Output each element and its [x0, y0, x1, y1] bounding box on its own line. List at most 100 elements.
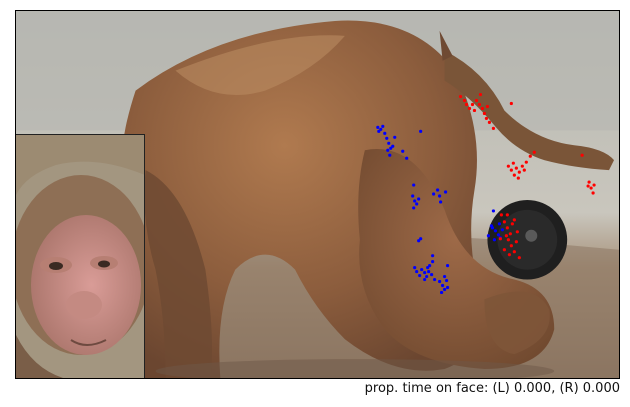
left-gaze-point — [439, 290, 444, 295]
left-gaze-point — [417, 239, 421, 243]
left-gaze-point — [411, 194, 415, 198]
left-gaze-point — [443, 190, 448, 194]
left-gaze-point — [442, 274, 447, 279]
right-gaze-point — [498, 237, 502, 241]
left-gaze-point — [445, 285, 450, 290]
left-gaze-point — [486, 234, 491, 238]
right-gaze-point — [474, 98, 479, 103]
left-gaze-point — [377, 129, 381, 133]
right-gaze-point — [472, 108, 477, 113]
left-gaze-point — [444, 278, 449, 283]
right-gaze-point — [511, 161, 515, 165]
left-gaze-point — [427, 269, 431, 274]
left-gaze-point — [493, 229, 498, 233]
left-gaze-point — [428, 264, 432, 268]
left-gaze-point — [415, 202, 419, 206]
left-gaze-point — [500, 228, 504, 232]
left-gaze-point — [379, 127, 383, 131]
right-gaze-point — [458, 94, 463, 99]
right-gaze-point — [589, 186, 593, 190]
right-gaze-point — [591, 191, 595, 195]
left-gaze-point — [415, 269, 419, 274]
left-gaze-point — [387, 141, 391, 145]
left-gaze-point — [419, 237, 423, 241]
right-gaze-point — [505, 226, 509, 230]
left-eye-gaze-points — [376, 124, 504, 295]
left-gaze-point — [412, 206, 416, 210]
left-gaze-point — [430, 272, 434, 277]
right-gaze-point — [512, 250, 516, 254]
right-gaze-point — [480, 106, 485, 111]
left-gaze-point — [440, 283, 445, 288]
right-gaze-point — [515, 230, 519, 234]
left-gaze-point — [423, 270, 427, 275]
right-gaze-point — [520, 164, 524, 168]
right-gaze-point — [532, 150, 536, 154]
left-gaze-point — [423, 277, 427, 282]
left-gaze-point — [420, 267, 424, 272]
left-gaze-point — [405, 156, 409, 160]
right-gaze-point — [487, 120, 492, 124]
left-gaze-point — [438, 194, 442, 198]
left-gaze-point — [417, 197, 421, 201]
face-time-caption: prop. time on face: (L) 0.000, (R) 0.000 — [364, 381, 620, 396]
left-gaze-point — [393, 135, 397, 139]
right-gaze-point — [509, 244, 513, 248]
right-gaze-point — [502, 220, 506, 224]
left-gaze-point — [445, 264, 450, 268]
left-gaze-point — [433, 277, 437, 282]
left-gaze-point — [386, 148, 390, 152]
left-gaze-point — [388, 153, 392, 157]
left-gaze-point — [438, 279, 442, 284]
right-gaze-point — [504, 234, 508, 238]
right-gaze-point — [592, 183, 596, 187]
left-gaze-point — [438, 200, 443, 204]
left-gaze-point — [436, 188, 440, 192]
right-gaze-point — [506, 238, 510, 242]
right-gaze-point — [477, 102, 482, 107]
right-gaze-point — [499, 213, 503, 217]
left-gaze-point — [497, 222, 501, 226]
left-gaze-point — [385, 136, 389, 140]
right-gaze-point — [464, 102, 469, 107]
scene-image — [16, 11, 619, 378]
right-gaze-point — [462, 98, 467, 103]
left-gaze-point — [389, 146, 393, 150]
right-gaze-point — [514, 166, 518, 170]
left-gaze-point — [376, 125, 380, 129]
left-gaze-point — [391, 144, 395, 148]
right-gaze-point — [491, 126, 496, 130]
right-gaze-point — [485, 104, 490, 109]
right-gaze-point — [509, 168, 513, 172]
right-eye-gaze-points — [458, 92, 596, 260]
right-gaze-point — [517, 170, 521, 174]
left-gaze-point — [412, 183, 416, 187]
right-gaze-point — [467, 106, 472, 111]
left-gaze-point — [413, 266, 417, 270]
left-gaze-point — [413, 199, 417, 203]
right-gaze-point — [514, 240, 518, 244]
right-gaze-point — [512, 173, 516, 177]
right-gaze-point — [478, 92, 483, 97]
left-gaze-point — [491, 209, 496, 213]
monkey-face-image — [16, 135, 144, 378]
right-gaze-point — [528, 154, 532, 158]
right-gaze-point — [506, 164, 510, 168]
right-gaze-point — [508, 232, 512, 236]
right-gaze-point — [507, 253, 511, 257]
left-gaze-point — [492, 238, 497, 242]
left-gaze-point — [489, 224, 494, 228]
monkey-tail — [444, 50, 615, 171]
right-gaze-point — [470, 102, 475, 107]
right-gaze-point — [517, 256, 521, 260]
right-gaze-point — [482, 111, 487, 116]
left-gaze-point — [431, 254, 435, 258]
left-gaze-point — [381, 124, 385, 128]
left-gaze-point — [383, 131, 387, 135]
right-gaze-point — [509, 101, 513, 106]
right-gaze-point — [502, 248, 506, 252]
right-gaze-point — [587, 180, 591, 184]
right-gaze-point — [580, 153, 584, 157]
left-gaze-point — [401, 149, 405, 153]
right-gaze-point — [524, 160, 528, 164]
